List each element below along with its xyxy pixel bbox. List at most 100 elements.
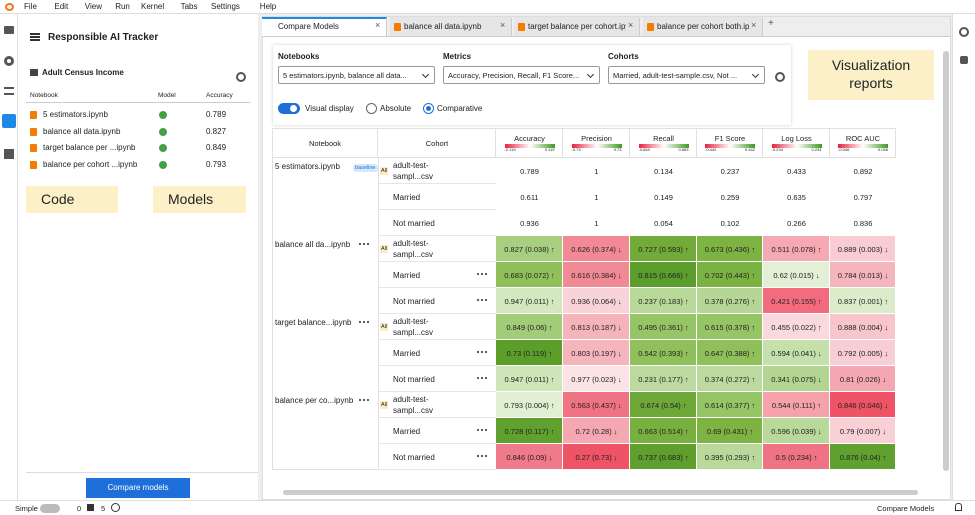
notebook-menu[interactable] <box>358 242 370 246</box>
metric-value: 0.936 <box>520 219 539 228</box>
new-tab[interactable]: + <box>768 18 774 29</box>
filter-select[interactable]: Accuracy, Precision, Recall, F1 Score... <box>443 66 600 84</box>
menu-item[interactable]: File <box>24 2 37 11</box>
scale-max: 0.119 <box>544 147 555 152</box>
tab-label: balance all data.ipynb <box>404 22 482 31</box>
scope-badge: All <box>380 167 389 175</box>
debugger-icon[interactable] <box>960 56 968 64</box>
cohort-divider <box>378 288 379 314</box>
tab-close[interactable]: × <box>751 20 757 30</box>
tab-close[interactable]: × <box>628 20 634 30</box>
accuracy: 0.793 <box>206 160 227 170</box>
horizontal-scrollbar[interactable] <box>283 490 918 495</box>
toc-icon[interactable] <box>4 87 14 95</box>
metric-value: 0.892 <box>853 167 873 176</box>
menu-item[interactable]: Help <box>259 2 277 11</box>
tab[interactable]: Compare Models × <box>262 17 387 36</box>
notebook-name[interactable]: balance per cohort ...ipynb <box>43 160 138 170</box>
model-check <box>159 111 167 119</box>
menu-item[interactable]: Kernel <box>141 2 165 11</box>
cohort-menu[interactable] <box>476 298 488 302</box>
compare-button[interactable]: Compare models <box>86 478 190 498</box>
menu-item[interactable]: Run <box>115 2 130 11</box>
metric-value: 0.936 (0.064) ↓ <box>571 297 622 306</box>
sidebar <box>18 14 258 500</box>
baseline-badge: baseline <box>353 164 378 172</box>
notebook-name[interactable]: balance all data.ipynb <box>43 126 121 136</box>
dropdown-arrow <box>751 70 760 79</box>
metric-value: 0.947 (0.011) ↑ <box>504 297 555 306</box>
metric-value: 0.846 (0.09) ↓ <box>506 453 553 462</box>
filter-settings-icon[interactable] <box>775 72 785 82</box>
sidebar-title: Responsible AI Tracker <box>48 32 159 43</box>
menu-item[interactable]: View <box>84 2 102 11</box>
notebook-name[interactable]: target balance per ...ipynb <box>43 143 136 153</box>
cohort-menu[interactable] <box>476 376 488 380</box>
scope-badge: All <box>380 401 389 409</box>
model-check <box>159 161 167 170</box>
file-browser-icon[interactable] <box>4 26 14 34</box>
filter-label: Metrics <box>443 52 472 61</box>
metric-cell: 0.846 (0.046) ↓ <box>830 392 896 418</box>
metric-value: 0.815 (0.666) ↑ <box>638 271 689 280</box>
metric-value: 0.889 (0.003) ↓ <box>837 245 889 254</box>
annotation-code: Code <box>26 186 118 213</box>
cohort-menu[interactable] <box>476 350 488 354</box>
tab[interactable]: target balance per cohort.ipy × <box>514 17 640 36</box>
settings-icon[interactable] <box>236 72 246 82</box>
app-logo <box>5 3 14 11</box>
metric-cell: 0.259 <box>697 184 763 210</box>
metric-cell: 0.433 <box>763 158 830 184</box>
dropdown-arrow <box>586 70 595 79</box>
scope-badge: All <box>380 245 389 253</box>
radio[interactable] <box>423 103 434 114</box>
metric-cell: 0.495 (0.361) ↑ <box>630 314 697 340</box>
cohort-divider <box>378 340 379 366</box>
extensions-icon[interactable] <box>4 149 14 159</box>
running-icon[interactable] <box>4 56 14 66</box>
tab[interactable]: balance per cohort both.ipyn × <box>643 17 763 36</box>
metric-cell: 0.849 (0.06) ↑ <box>496 314 563 340</box>
hamburger-icon[interactable] <box>30 33 40 41</box>
tab-icon <box>394 23 401 31</box>
cohort-menu[interactable] <box>476 272 488 276</box>
column-title: Accuracy <box>514 134 545 143</box>
menu-item[interactable]: Settings <box>211 2 240 11</box>
tracker-icon[interactable] <box>2 114 16 128</box>
notification-icon[interactable] <box>955 503 962 511</box>
metric-cell: 0.596 (0.039) ↓ <box>763 418 830 444</box>
metric-cell: 0.793 (0.004) ↑ <box>496 392 563 418</box>
metric-cell: 0.455 (0.022) ↑ <box>763 314 830 340</box>
vertical-scrollbar[interactable] <box>943 51 949 471</box>
tab-close[interactable]: × <box>375 20 381 30</box>
simple-toggle[interactable] <box>40 504 60 513</box>
tab[interactable]: balance all data.ipynb × <box>390 17 512 36</box>
metric-cell: 1 <box>563 210 630 236</box>
cohort-menu[interactable] <box>476 428 488 432</box>
cohort-menu[interactable] <box>476 454 488 458</box>
metric-cell: 0.702 (0.443) ↑ <box>697 262 763 288</box>
column-header: Cohort <box>378 128 496 158</box>
tab-label: target balance per cohort.ipy <box>528 22 626 31</box>
metric-cell: 0.81 (0.026) ↓ <box>830 366 896 392</box>
tab-close[interactable]: × <box>500 20 506 30</box>
notebook-name[interactable]: 5 estimators.ipynb <box>43 110 108 119</box>
notebook-menu[interactable] <box>358 320 370 324</box>
property-icon[interactable] <box>959 27 969 37</box>
menu-item[interactable]: Tabs <box>180 2 198 11</box>
scale-max: 0.442 <box>744 147 755 152</box>
column-title: Notebook <box>308 139 342 148</box>
cohort-name: adult-test-sampl...csv <box>393 317 434 337</box>
metric-cell: 0.237 <box>697 158 763 184</box>
notebook-menu[interactable] <box>358 398 370 402</box>
toggle[interactable] <box>278 103 300 114</box>
radio[interactable] <box>366 103 377 114</box>
metric-value: 0.455 (0.022) ↑ <box>771 323 822 332</box>
metric-value: 0.79 (0.007) ↓ <box>839 427 887 436</box>
filter-select[interactable]: 5 estimators.ipynb, balance all data... <box>278 66 435 84</box>
metric-cell: 0.615 (0.378) ↑ <box>697 314 763 340</box>
filter-select[interactable]: Married, adult-test-sample.csv, Not ... <box>608 66 765 84</box>
cohort-name: adult-test-sampl...csv <box>393 239 434 259</box>
menu-item[interactable]: Edit <box>54 2 69 11</box>
metric-cell: 0.73 (0.119) ↑ <box>496 340 563 366</box>
